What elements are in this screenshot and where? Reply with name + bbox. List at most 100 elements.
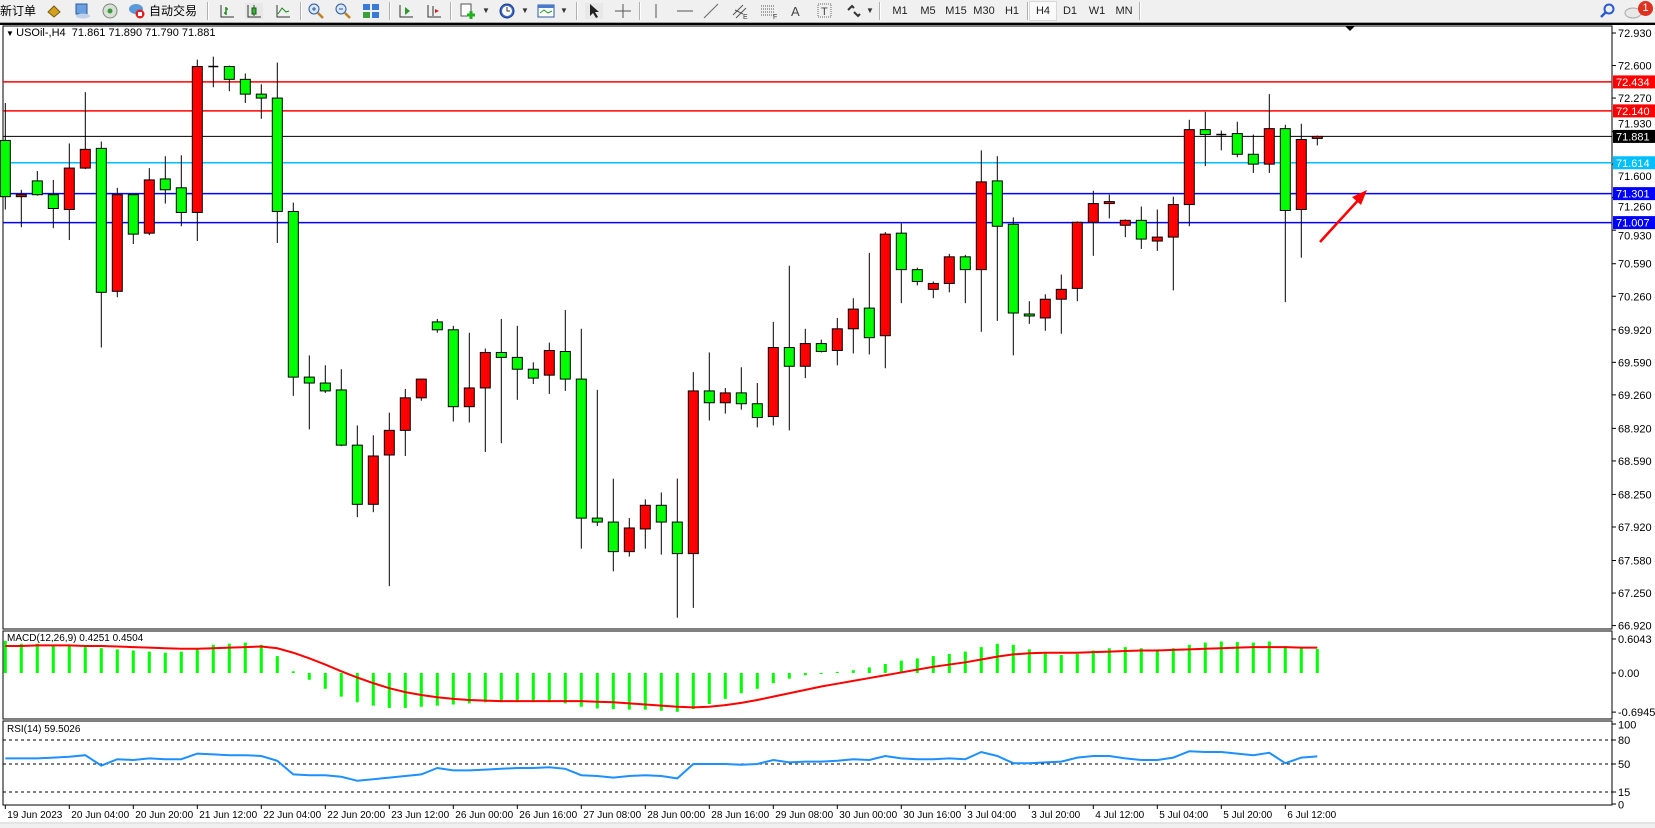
crosshair-icon[interactable] — [614, 3, 632, 19]
candle-body — [575, 378, 587, 519]
zoom-in-icon[interactable] — [307, 3, 325, 19]
timeframe-m30[interactable]: M30 — [973, 5, 995, 17]
tile-windows-icon[interactable] — [362, 3, 380, 19]
horizontal-line-icon[interactable] — [676, 3, 694, 19]
macd-histogram-bar — [1235, 642, 1239, 673]
macd-histogram-bar — [867, 667, 871, 673]
new-order-button[interactable]: 新订单 — [0, 4, 37, 18]
macd-histogram-bar — [771, 673, 775, 684]
templates-icon[interactable] — [537, 3, 555, 19]
timeframe-d1[interactable]: D1 — [1062, 5, 1078, 17]
macd-histogram-bar — [835, 671, 839, 673]
equidistant-channel-icon[interactable]: E — [731, 3, 749, 21]
auto-trading-icon[interactable] — [128, 3, 146, 19]
time-tick-label: 6 Jul 12:00 — [1287, 810, 1336, 821]
toolbar-separator — [879, 2, 881, 20]
macd-histogram-bar — [739, 673, 743, 694]
timeframe-w1[interactable]: W1 — [1088, 5, 1106, 17]
candle-body — [1295, 138, 1307, 210]
periods-icon[interactable] — [498, 3, 516, 19]
new-chart-icon[interactable] — [459, 3, 477, 19]
macd-histogram-bar — [451, 673, 455, 705]
collapse-triangle-icon[interactable]: ▼ — [6, 29, 17, 38]
cursor-icon[interactable] — [585, 3, 603, 19]
candle-body — [31, 180, 43, 196]
candle-body — [191, 66, 203, 213]
market-watch-icon[interactable] — [73, 3, 91, 19]
fibonacci-icon[interactable]: F — [760, 3, 778, 21]
chart-shift-icon[interactable] — [425, 3, 443, 19]
chevron-down-icon[interactable]: ▼ — [482, 6, 490, 15]
macd-panel-frame — [2, 630, 1613, 720]
time-tick-label: 20 Jun 04:00 — [71, 810, 129, 821]
svg-text:A: A — [791, 4, 800, 19]
macd-histogram-bar — [163, 652, 167, 673]
toolbar-separator — [300, 2, 302, 20]
candle-body — [1055, 288, 1067, 300]
time-tick-label: 22 Jun 20:00 — [327, 810, 385, 821]
auto-trading-button[interactable]: 自动交易 — [148, 4, 197, 18]
price-line-tag-label: 71.881 — [1616, 131, 1650, 143]
metaquotes-language-icon[interactable] — [45, 3, 63, 19]
candle-body — [1279, 128, 1291, 211]
timeframe-h4[interactable]: H4 — [1029, 1, 1057, 21]
macd-histogram-bar — [995, 643, 999, 673]
macd-histogram-bar — [707, 673, 711, 704]
candle-body — [1263, 128, 1275, 165]
timeframe-h1[interactable]: H1 — [1004, 5, 1020, 17]
candle-body — [527, 368, 539, 379]
macd-histogram-bar — [1107, 648, 1111, 673]
candlestick-icon[interactable] — [245, 3, 263, 19]
toolbar-separator — [389, 2, 391, 20]
auto-scroll-icon[interactable] — [397, 3, 415, 19]
macd-histogram-bar — [339, 673, 343, 697]
timeframe-m1[interactable]: M1 — [892, 5, 908, 17]
chevron-down-icon[interactable]: ▼ — [521, 6, 529, 15]
macd-histogram-bar — [1267, 641, 1271, 673]
zoom-out-icon[interactable] — [334, 3, 352, 19]
text-label-icon[interactable]: T — [816, 3, 834, 19]
bar-chart-icon[interactable] — [218, 3, 236, 19]
macd-histogram-bar — [243, 642, 247, 673]
candle-body — [1167, 204, 1179, 238]
chevron-down-icon[interactable]: ▼ — [866, 6, 874, 15]
macd-label: MACD(12,26,9) 0.4251 0.4504 — [7, 633, 144, 644]
candle-body — [1199, 129, 1211, 136]
svg-text:F: F — [773, 14, 777, 19]
notification-badge: 1 — [1638, 1, 1653, 16]
price-line-tag — [1613, 75, 1655, 89]
timeframe-mn[interactable]: MN — [1115, 5, 1133, 17]
candle-body — [223, 66, 235, 80]
time-tick-label: 22 Jun 04:00 — [263, 810, 321, 821]
timeframe-m5[interactable]: M5 — [920, 5, 936, 17]
macd-histogram-bar — [99, 648, 103, 673]
candle-body — [543, 349, 555, 376]
trendline-icon[interactable] — [702, 3, 720, 19]
macd-histogram-bar — [947, 653, 951, 673]
candle-body — [1023, 313, 1035, 317]
timeframe-m15[interactable]: M15 — [945, 5, 967, 17]
macd-histogram-bar — [131, 650, 135, 673]
search-icon[interactable] — [1598, 3, 1616, 19]
time-tick-label: 26 Jun 00:00 — [455, 810, 513, 821]
macd-histogram-bar — [387, 673, 391, 708]
time-tick-label: 29 Jun 08:00 — [775, 810, 833, 821]
price-tick-label: 67.580 — [1618, 556, 1652, 568]
line-chart-icon[interactable] — [274, 3, 292, 19]
macd-histogram-bar — [931, 656, 935, 673]
signals-icon[interactable] — [101, 3, 119, 19]
chevron-down-icon[interactable]: ▼ — [560, 6, 568, 15]
macd-histogram-bar — [1059, 654, 1063, 673]
macd-histogram-bar — [723, 673, 727, 699]
text-icon[interactable]: A — [787, 3, 805, 19]
candle-body — [1311, 135, 1323, 139]
candle-body — [751, 403, 763, 419]
macd-histogram-bar — [19, 643, 23, 673]
candle-body — [591, 517, 603, 523]
vertical-line-icon[interactable] — [647, 3, 665, 19]
toolbar-separator — [639, 2, 641, 20]
price-tick-label: 72.270 — [1618, 93, 1652, 105]
candle-body — [431, 321, 443, 331]
arrows-icon[interactable] — [845, 3, 863, 19]
